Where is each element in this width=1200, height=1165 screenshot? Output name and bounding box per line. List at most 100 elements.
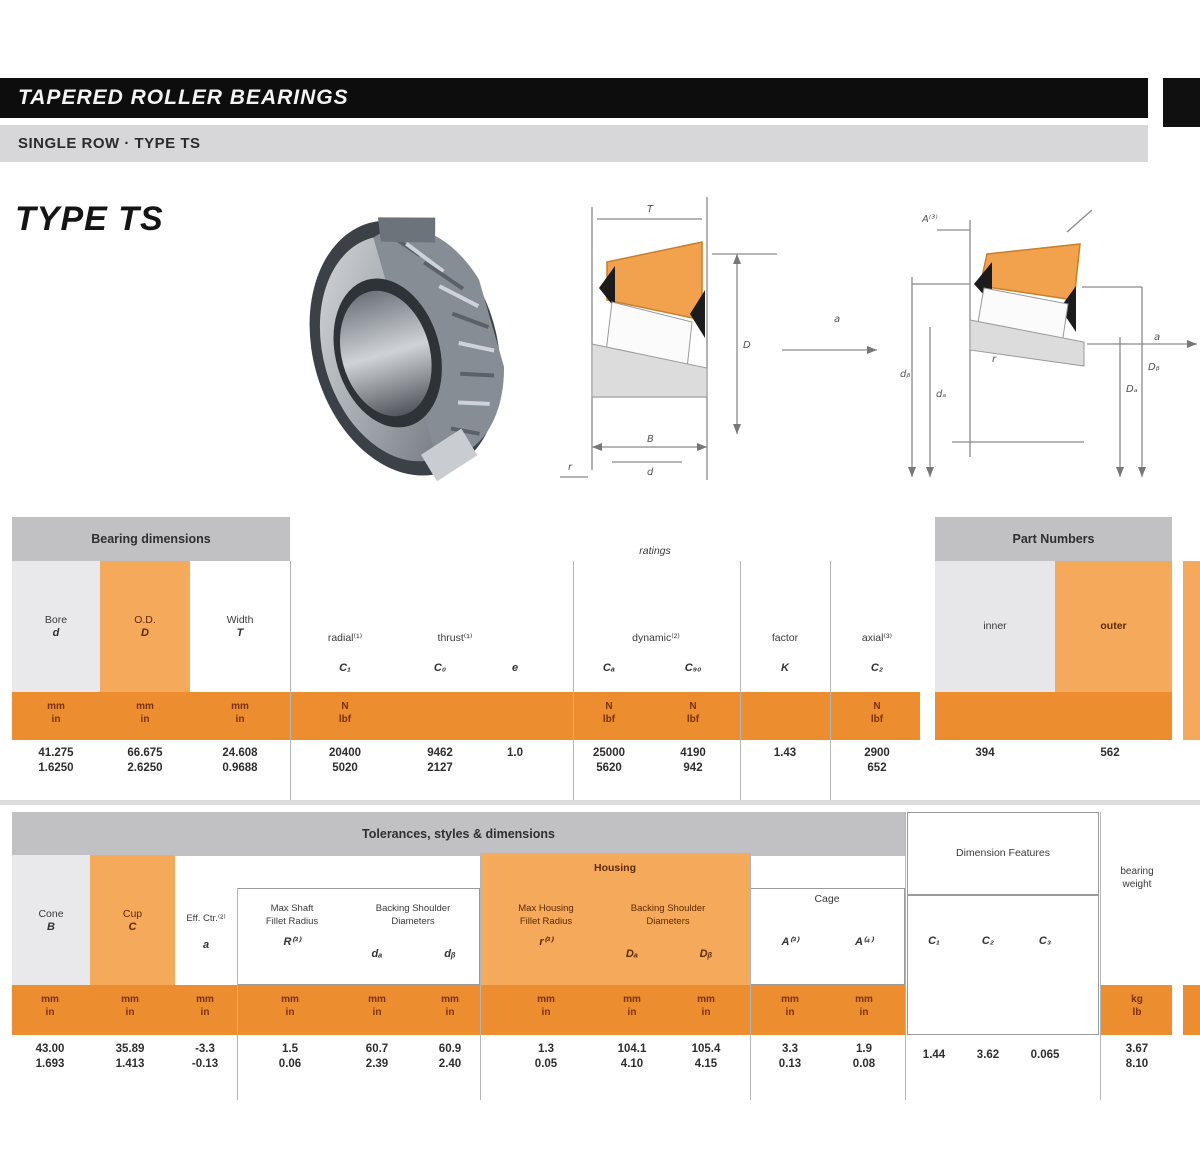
t2-value-r: 1.3 0.05 (534, 1043, 558, 1070)
subtitle-bar: SINGLE ROW · TYPE TS (0, 125, 1148, 162)
t2-unit: mm in (121, 994, 139, 1018)
t2-value-weight: 3.67 8.10 (1125, 1043, 1149, 1070)
t2-divider (1100, 812, 1101, 1100)
t2-housing-group (480, 853, 750, 985)
t2-value-Da: 104.1 4.10 (617, 1043, 647, 1070)
t1-value-d: 41.275 1.6250 (38, 747, 74, 774)
seal-wedge-right-2 (1060, 286, 1076, 332)
t1-col-od: O.D. D (100, 561, 190, 692)
t1-value-inner-part: 394 (975, 747, 995, 759)
t2-value-a: -3.3 -0.13 (191, 1043, 219, 1070)
t1-col-ca-symbol: Cₐ (602, 662, 616, 674)
t1-col-c2-symbol: C₂ (870, 662, 884, 674)
t2-group-header: Tolerances, styles & dimensions (12, 812, 905, 856)
t1-edge-strip (1183, 561, 1200, 740)
dim-label-d: d (647, 467, 654, 478)
t2-feature-title-box: Dimension Features (907, 812, 1099, 895)
t2-cage-group-label: Cage (814, 893, 840, 905)
bearing-bore (339, 290, 432, 417)
t2-unit: mm in (537, 994, 555, 1018)
t2-col-shaft-backing: Backing Shoulder Diameters (375, 903, 451, 927)
dim-label-A: A⁽³⁾ (921, 214, 938, 225)
t2-col-da-symbol: dₐ (371, 948, 383, 960)
t2-col-cage2-symbol: A⁽⁴⁾ (854, 936, 874, 948)
title-bar: TAPERED ROLLER BEARINGS (0, 78, 1148, 118)
t1-unit-d: mm in (47, 701, 65, 725)
cone-cross-section-2 (969, 319, 1085, 367)
t2-col-cage1-symbol: A⁽³⁾ (781, 936, 799, 948)
t2-col-cup-symbol: C (128, 920, 137, 933)
t2-unit: mm in (281, 994, 299, 1018)
t1-divider (830, 561, 831, 800)
t2-unit: mm in (855, 994, 873, 1018)
dim-label-da: dₐ (936, 389, 946, 400)
t2-divider (480, 853, 481, 1100)
t2-value-A3: 3.3 0.13 (778, 1043, 802, 1070)
t2-feature-title: Dimension Features (956, 847, 1050, 859)
t2-unit: mm in (781, 994, 799, 1018)
t2-col-cone-label: Cone (38, 907, 64, 920)
seal-wedge-right (690, 290, 705, 338)
t2-col-f2-symbol: C₂ (981, 935, 995, 947)
t1-col-inner: inner (935, 561, 1055, 692)
mounting-diagram: A⁽³⁾ dᵦ dₐ Dₐ Dᵦ r a (900, 209, 1197, 477)
t1-col-width-label: Width (226, 614, 254, 626)
t1-col-outer: outer (1055, 561, 1172, 692)
t1-group-header-dimensions: Bearing dimensions (12, 517, 290, 561)
t1-divider (740, 561, 741, 800)
t1-col-radial-label: radial⁽¹⁾ (327, 632, 363, 644)
t1-col-k-symbol: K (781, 662, 789, 674)
t2-col-shaft-fillet: Max Shaft Fillet Radius R⁽³⁾ (265, 903, 319, 948)
t1-value-ca: 25000 5620 (593, 747, 625, 774)
t1-value-D: 66.675 2.6250 (127, 747, 163, 774)
t1-value-e: 1.0 (507, 747, 523, 759)
t2-unit: mm in (41, 994, 59, 1018)
bearing-photo (309, 208, 526, 482)
t1-value-outer-part: 562 (1100, 747, 1120, 759)
dim-label-T: T (647, 204, 654, 215)
t2-edge-strip (1183, 985, 1200, 1035)
t2-col-eff: Eff. Ctr.⁽²⁾ a (186, 913, 226, 951)
t2-unit: mm in (368, 994, 386, 1018)
cross-section-diagram: T B D d a r (560, 197, 877, 480)
t1-col-width: Width T (190, 561, 290, 692)
t2-value-f3: 0.065 (1030, 1049, 1060, 1061)
t1-col-od-symbol: D (141, 627, 149, 639)
t2-col-f3-symbol: C₃ (1038, 935, 1052, 947)
t2-col-Db-symbol: Dᵦ (699, 948, 713, 960)
dim-label-r: r (568, 462, 573, 473)
dim-label-D: D (743, 340, 751, 351)
t1-col-thrust-label: thrust⁽¹⁾ (437, 632, 473, 644)
t2-col-cup: Cup C (90, 855, 175, 985)
t1-value-c1: 20400 5020 (329, 747, 361, 774)
dim-label-db: dᵦ (900, 369, 910, 380)
t1-col-bore-label: Bore (44, 614, 68, 626)
page-subtitle: SINGLE ROW · TYPE TS (18, 135, 201, 152)
t2-divider (237, 888, 238, 1100)
t2-value-C: 35.89 1.413 (115, 1043, 145, 1070)
cone-cross-section (591, 343, 708, 398)
t1-col-bore-symbol: d (52, 627, 60, 639)
t2-housing-group-label: Housing (594, 862, 636, 874)
t1-col-axial-label: axial⁽³⁾ (861, 632, 893, 644)
type-heading: TYPE TS (15, 200, 164, 238)
page-edge-tab (1163, 78, 1200, 127)
dim-label-B: B (647, 434, 654, 445)
t1-value-c0: 9462 2127 (427, 747, 453, 774)
t2-weight-label: bearing weight (1120, 866, 1154, 890)
t2-col-f1-symbol: C₁ (928, 935, 940, 947)
t2-unit: mm in (196, 994, 214, 1018)
page-title: TAPERED ROLLER BEARINGS (18, 86, 349, 109)
t1-value-c2: 2900 652 (864, 747, 890, 774)
t1-divider (290, 561, 291, 800)
t2-unit: mm in (623, 994, 641, 1018)
t2-col-housing-fillet: Max Housing Fillet Radius r⁽³⁾ (518, 903, 574, 948)
t2-col-cone: Cone B (12, 855, 90, 985)
t1-col-od-label: O.D. (134, 614, 156, 626)
t2-value-R: 1.5 0.06 (278, 1043, 302, 1070)
t1-col-factor-label: factor (771, 632, 799, 644)
